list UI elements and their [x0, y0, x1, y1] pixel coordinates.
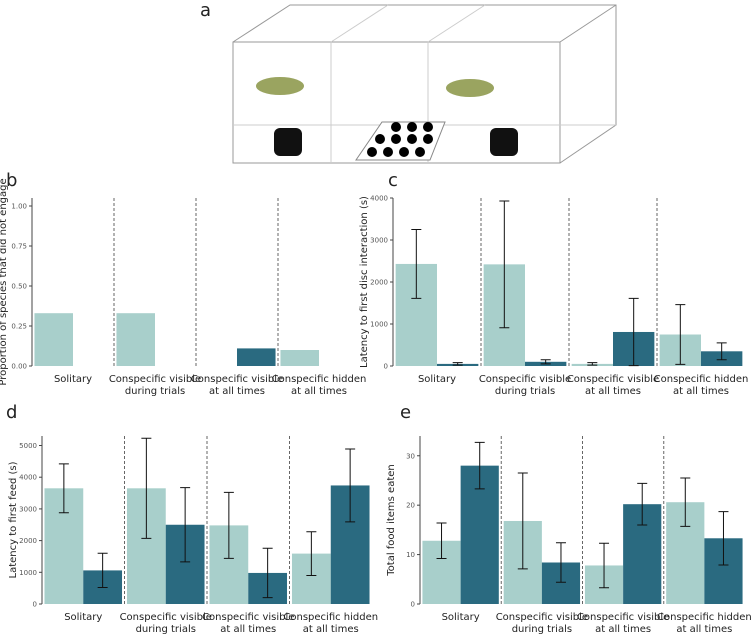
error-bar — [680, 477, 691, 527]
y-tick-label: 4000 — [370, 195, 388, 203]
error-bar — [180, 487, 191, 563]
shelter-icon — [490, 128, 518, 156]
y-tick-label: 1000 — [19, 569, 37, 577]
error-bar — [599, 542, 610, 589]
error-bar — [628, 297, 639, 367]
error-bar — [58, 463, 69, 514]
y-tick-label: 1000 — [370, 321, 388, 329]
fish-icon — [446, 79, 494, 97]
y-axis-title: Latency to first feed (s) — [8, 461, 19, 578]
x-tick-label: Conspecific visible during trials — [496, 612, 588, 634]
error-bar — [637, 482, 648, 526]
x-tick-label: Solitary — [418, 374, 456, 385]
panel-label: a — [200, 0, 211, 21]
error-bar — [452, 362, 463, 366]
error-bar — [474, 441, 485, 490]
y-axis-title: Total food items eaten — [386, 464, 397, 577]
x-tick-label: Conspecific hidden at all times — [657, 612, 752, 634]
y-tick-label: 0 — [384, 363, 388, 371]
y-tick-label: 10 — [406, 551, 415, 559]
panel-label: d — [6, 402, 17, 423]
error-bar — [345, 448, 356, 523]
fish-icon — [256, 77, 304, 95]
error-bar — [718, 511, 729, 566]
y-tick-label: 20 — [406, 502, 415, 510]
error-bar — [555, 542, 566, 583]
error-bar — [587, 362, 598, 366]
error-bar — [436, 522, 447, 560]
error-bar — [411, 229, 422, 299]
x-tick-label: Solitary — [54, 374, 92, 385]
x-tick-label: Conspecific visible at all times — [202, 612, 294, 634]
x-tick-label: Solitary — [442, 612, 480, 623]
y-tick-label: 0 — [411, 601, 415, 609]
error-bar — [716, 342, 727, 361]
x-tick-label: Conspecific visible during trials — [479, 374, 571, 397]
panel-a-diagram: a — [200, 0, 617, 164]
error-bar — [517, 472, 528, 570]
y-tick-label: 4000 — [19, 474, 37, 482]
error-bar — [499, 200, 510, 329]
y-tick-label: 5000 — [19, 442, 37, 450]
x-tick-label: Conspecific visible at all times — [567, 374, 659, 397]
x-tick-label: Conspecific hidden at all times — [272, 374, 367, 397]
y-tick-label: 0.50 — [11, 283, 27, 291]
y-tick-label: 30 — [406, 452, 415, 460]
discs — [367, 122, 433, 157]
error-bar — [540, 359, 551, 365]
y-tick-label: 2000 — [19, 537, 37, 545]
y-tick-label: 0.00 — [11, 363, 27, 371]
x-tick-label: Conspecific visible during trials — [120, 612, 212, 634]
y-tick-label: 1.00 — [11, 203, 27, 211]
x-tick-label: Conspecific hidden at all times — [654, 374, 749, 397]
error-bar — [141, 437, 152, 539]
y-tick-label: 2000 — [370, 279, 388, 287]
y-axis-title: Proportion of species that did not engag… — [0, 178, 9, 385]
error-bar — [262, 547, 273, 599]
y-tick-label: 0 — [33, 601, 37, 609]
error-bar — [97, 552, 108, 589]
x-tick-label: Conspecific hidden at all times — [283, 612, 378, 634]
error-bar — [675, 304, 686, 365]
x-tick-label: Conspecific visible at all times — [191, 374, 283, 397]
tank-edge — [559, 4, 617, 43]
x-tick-label: Conspecific visible during trials — [109, 374, 201, 397]
error-bar — [306, 531, 317, 576]
bar — [116, 313, 155, 366]
y-tick-label: 0.75 — [11, 243, 27, 251]
y-tick-label: 0.25 — [11, 323, 27, 331]
panel-label: e — [400, 402, 411, 423]
bar — [280, 350, 319, 366]
shelter-icon — [274, 128, 302, 156]
bar — [34, 313, 73, 366]
y-tick-label: 3000 — [370, 237, 388, 245]
divider — [330, 4, 389, 43]
divider — [427, 4, 486, 43]
panel-label: b — [6, 170, 17, 191]
bar — [237, 348, 276, 366]
y-axis-title: Latency to first disc interaction (s) — [359, 196, 370, 368]
y-tick-label: 3000 — [19, 505, 37, 513]
error-bar — [223, 491, 234, 559]
x-tick-label: Solitary — [64, 612, 102, 623]
panel-label: c — [388, 170, 398, 191]
x-tick-label: Conspecific visible at all times — [577, 612, 669, 634]
